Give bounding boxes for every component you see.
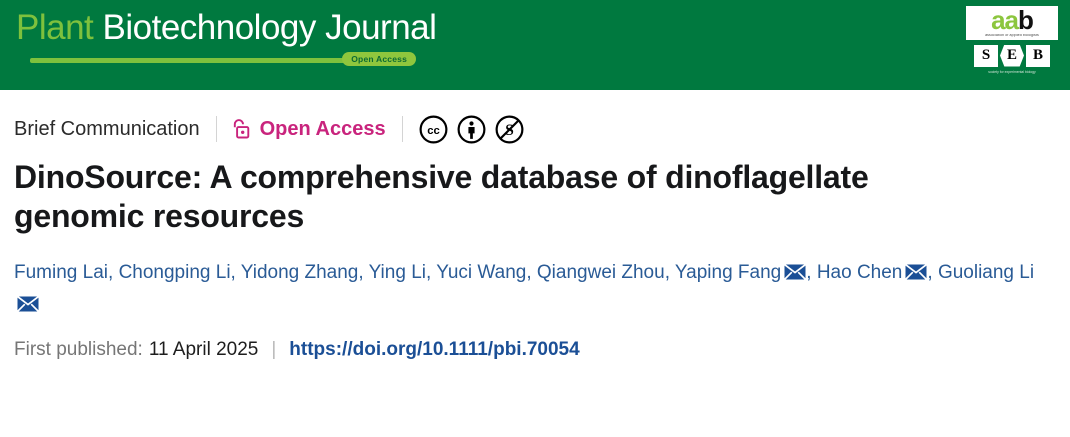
author-separator: , xyxy=(425,262,437,284)
masthead-rule-group: Open Access xyxy=(16,51,416,68)
aab-letters-green: aa xyxy=(991,5,1019,35)
seb-letter-b: B xyxy=(1026,44,1050,67)
masthead-rule xyxy=(30,57,360,63)
wordmark-plant: Plant xyxy=(16,8,94,47)
aab-subtitle: association of applied biologists xyxy=(985,33,1039,37)
open-padlock-icon xyxy=(233,118,252,141)
seb-subtitle: society for experimental biology xyxy=(988,69,1036,74)
aab-letters-dark: b xyxy=(1018,5,1034,35)
first-published-label: First published: xyxy=(14,338,143,360)
publication-line: First published: 11 April 2025 | https:/… xyxy=(14,339,1056,361)
aab-logo: aab association of applied biologists xyxy=(966,6,1058,40)
seb-logo: S E B xyxy=(966,44,1058,67)
meta-divider-2 xyxy=(401,116,403,142)
meta-divider-1 xyxy=(215,116,217,142)
author-link[interactable]: Chongping Li xyxy=(118,262,231,284)
cc-by-icon[interactable] xyxy=(457,115,486,144)
journal-masthead: Plant Biotechnology Journal Open Access … xyxy=(0,0,1070,90)
aab-letters: aab xyxy=(972,7,1052,33)
author-separator: , xyxy=(927,262,938,284)
journal-title-text: Plant Biotechnology Journal xyxy=(16,8,437,47)
author-separator: , xyxy=(108,262,119,284)
seb-letter-e: E xyxy=(1000,44,1024,67)
masthead-open-access-pill: Open Access xyxy=(342,51,416,66)
author-link[interactable]: Hao Chen xyxy=(816,262,903,284)
author-separator: , xyxy=(806,262,817,284)
author-separator: , xyxy=(526,262,537,284)
creative-commons-icon[interactable]: cc xyxy=(419,115,448,144)
author-link[interactable]: Guoliang Li xyxy=(937,262,1035,284)
corresponding-author-envelope-icon[interactable] xyxy=(784,260,807,289)
society-logo[interactable]: aab association of applied biologists S … xyxy=(966,6,1058,74)
article-type-label: Brief Communication xyxy=(14,117,200,140)
open-access-badge[interactable]: Open Access xyxy=(233,118,386,141)
author-list: Fuming Lai, Chongping Li, Yidong Zhang, … xyxy=(14,258,1056,321)
open-access-label: Open Access xyxy=(259,117,386,140)
wordmark-biotechnology-journal: Biotechnology Journal xyxy=(102,8,437,47)
seb-letter-s: S xyxy=(974,44,998,67)
journal-wordmark[interactable]: Plant Biotechnology Journal Open Access xyxy=(16,8,437,68)
author-link[interactable]: Yaping Fang xyxy=(674,262,782,284)
license-icon-group[interactable]: cc S xyxy=(419,115,524,144)
publication-separator: | xyxy=(271,338,277,360)
author-link[interactable]: Yidong Zhang xyxy=(240,262,359,284)
page-title: DinoSource: A comprehensive database of … xyxy=(14,159,869,235)
article-header: Brief Communication Open Access cc xyxy=(0,90,1070,361)
corresponding-author-envelope-icon[interactable] xyxy=(905,260,928,289)
svg-text:cc: cc xyxy=(427,125,440,137)
article-meta-row: Brief Communication Open Access cc xyxy=(14,90,1056,150)
cc-nc-icon[interactable]: S xyxy=(495,115,524,144)
author-separator: , xyxy=(230,262,241,284)
author-link[interactable]: Ying Li xyxy=(368,262,426,284)
author-link[interactable]: Qiangwei Zhou xyxy=(536,262,665,284)
corresponding-author-envelope-icon[interactable] xyxy=(16,292,40,321)
author-link[interactable]: Yuci Wang xyxy=(436,262,527,284)
author-link[interactable]: Fuming Lai xyxy=(14,262,108,284)
first-published-date: 11 April 2025 xyxy=(148,338,259,360)
author-separator: , xyxy=(358,262,369,284)
doi-link[interactable]: https://doi.org/10.1111/pbi.70054 xyxy=(289,338,580,360)
author-separator: , xyxy=(664,262,675,284)
